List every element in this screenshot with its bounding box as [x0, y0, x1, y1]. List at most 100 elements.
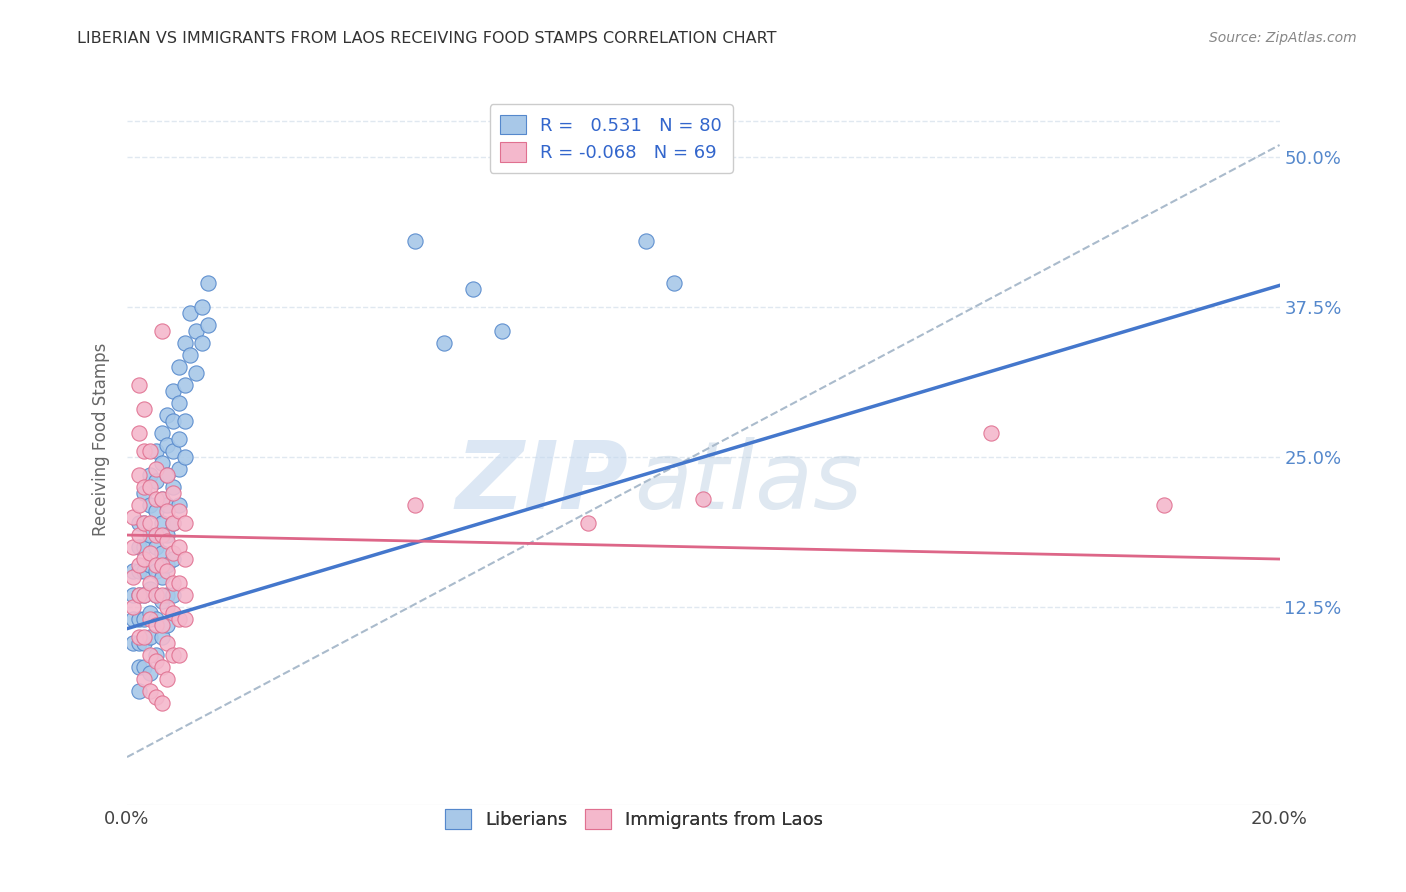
Point [121, 570, 143, 584]
Point [134, 552, 156, 566]
Point [145, 588, 167, 602]
Point [128, 660, 150, 674]
Point [461, 282, 484, 296]
Point [162, 576, 184, 591]
Point [145, 618, 167, 632]
Point [692, 138, 714, 153]
Point [134, 612, 156, 626]
Point [156, 408, 179, 422]
Point [145, 491, 167, 506]
Point [150, 558, 173, 572]
Point [134, 516, 156, 530]
Point [191, 300, 214, 314]
Point [156, 468, 179, 483]
Point [167, 498, 190, 512]
Point [150, 528, 173, 542]
Point [150, 618, 173, 632]
Point [145, 564, 167, 578]
Point [179, 348, 201, 362]
Point [145, 474, 167, 488]
Point [167, 432, 190, 446]
Point [145, 588, 167, 602]
Point [121, 600, 143, 615]
Point [145, 504, 167, 518]
Point [150, 588, 173, 602]
Point [491, 324, 513, 338]
Point [162, 516, 184, 530]
Point [145, 654, 167, 668]
Text: atlas: atlas [634, 437, 862, 528]
Point [145, 528, 167, 542]
Point [156, 498, 179, 512]
Point [128, 636, 150, 650]
Point [179, 306, 201, 320]
Point [156, 438, 179, 452]
Point [128, 588, 150, 602]
Point [128, 540, 150, 554]
Point [139, 468, 162, 483]
Point [121, 636, 143, 650]
Point [156, 504, 179, 518]
Point [156, 468, 179, 483]
Point [134, 672, 156, 686]
Point [128, 425, 150, 440]
Point [134, 630, 156, 644]
Point [162, 606, 184, 620]
Point [134, 480, 156, 494]
Point [162, 546, 184, 560]
Point [121, 540, 143, 554]
Point [162, 588, 184, 602]
Point [156, 588, 179, 602]
Text: LIBERIAN VS IMMIGRANTS FROM LAOS RECEIVING FOOD STAMPS CORRELATION CHART: LIBERIAN VS IMMIGRANTS FROM LAOS RECEIVI… [77, 31, 778, 46]
Point [167, 576, 190, 591]
Point [173, 414, 195, 428]
Point [139, 528, 162, 542]
Point [404, 234, 426, 248]
Point [162, 480, 184, 494]
Point [139, 648, 162, 662]
Point [576, 516, 599, 530]
Point [167, 504, 190, 518]
Point [121, 510, 143, 524]
Point [139, 516, 162, 530]
Point [173, 336, 195, 351]
Point [145, 648, 167, 662]
Point [128, 498, 150, 512]
Point [150, 491, 173, 506]
Point [128, 684, 150, 698]
Point [134, 402, 156, 417]
Point [145, 690, 167, 704]
Point [150, 696, 173, 710]
Point [197, 318, 219, 332]
Point [173, 612, 195, 626]
Point [162, 486, 184, 500]
Point [186, 324, 208, 338]
Point [664, 276, 686, 290]
Point [150, 516, 173, 530]
Point [121, 588, 143, 602]
Point [139, 480, 162, 494]
Point [162, 552, 184, 566]
Point [128, 516, 150, 530]
Point [134, 516, 156, 530]
Point [134, 588, 156, 602]
Point [145, 444, 167, 458]
Point [634, 234, 657, 248]
Point [139, 630, 162, 644]
Point [121, 612, 143, 626]
Point [139, 582, 162, 596]
Point [173, 552, 195, 566]
Point [150, 491, 173, 506]
Point [150, 456, 173, 470]
Point [156, 600, 179, 615]
Point [191, 336, 214, 351]
Point [128, 558, 150, 572]
Point [162, 414, 184, 428]
Point [167, 462, 190, 476]
Legend: Liberians, Immigrants from Laos: Liberians, Immigrants from Laos [439, 802, 830, 837]
Point [150, 546, 173, 560]
Point [156, 618, 179, 632]
Y-axis label: Receiving Food Stamps: Receiving Food Stamps [93, 343, 110, 536]
Point [134, 540, 156, 554]
Point [145, 612, 167, 626]
